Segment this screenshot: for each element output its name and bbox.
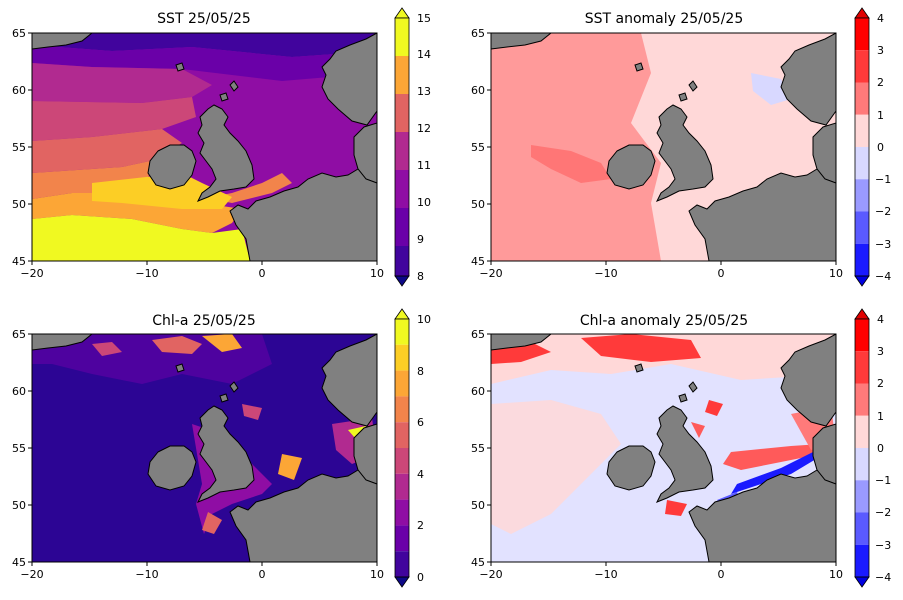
colorbar: 8 9 10 11 12 13 14 15 — [394, 7, 431, 287]
panel-title: Chl-a anomaly 25/05/25 — [580, 313, 748, 329]
panel-title: SST 25/05/25 — [157, 11, 251, 27]
colorbar-label: 8 — [417, 270, 424, 283]
x-axis: −20 −10 0 10 — [20, 261, 384, 280]
panel-chla-anomaly: Chl-a anomaly 25/05/25 −20 −10 — [471, 308, 891, 588]
y-tick-label: 65 — [471, 328, 485, 341]
x-tick-label: −10 — [594, 267, 617, 280]
y-tick-label: 55 — [471, 442, 485, 455]
x-tick-label: 0 — [259, 267, 266, 280]
x-tick-label: 10 — [370, 267, 384, 280]
panel-sst-anomaly: SST anomaly 25/05/25 −20 −10 0 10 45 50 … — [471, 7, 891, 287]
colorbar-label: 12 — [417, 122, 431, 135]
colorbar-label: 8 — [417, 365, 424, 378]
y-tick-label: 50 — [471, 499, 485, 512]
x-tick-label: −20 — [20, 267, 43, 280]
colorbar-label: 3 — [877, 44, 884, 57]
colorbar-label: 1 — [877, 410, 884, 423]
colorbar-label: 10 — [417, 313, 431, 326]
y-tick-label: 60 — [471, 84, 485, 97]
y-tick-label: 45 — [471, 255, 485, 268]
y-tick-label: 60 — [12, 385, 26, 398]
colorbar-label: −2 — [875, 506, 891, 519]
colorbar-label: −3 — [875, 539, 891, 552]
x-tick-label: −10 — [135, 267, 158, 280]
colorbar: 0 2 4 6 8 10 — [394, 308, 431, 588]
x-axis: −20 −10 0 10 — [479, 261, 843, 280]
x-axis: −20 −10 0 10 — [479, 562, 843, 581]
y-tick-label: 60 — [471, 385, 485, 398]
map-area: −20 −10 0 10 45 50 55 60 65 — [12, 328, 384, 581]
x-axis: −20 −10 0 10 — [20, 562, 384, 581]
map-area: −20 −10 0 10 45 50 55 60 65 — [471, 27, 843, 280]
x-tick-label: −10 — [594, 568, 617, 581]
colorbar-label: 4 — [417, 468, 424, 481]
y-tick-label: 50 — [12, 198, 26, 211]
x-tick-label: −10 — [135, 568, 158, 581]
y-tick-label: 50 — [471, 198, 485, 211]
y-tick-label: 60 — [12, 84, 26, 97]
colorbar-label: −1 — [875, 173, 891, 186]
x-tick-label: −20 — [20, 568, 43, 581]
y-tick-label: 45 — [12, 556, 26, 569]
map-area: −20 −10 0 10 45 50 55 60 65 — [12, 27, 384, 280]
colorbar-label: 14 — [417, 48, 431, 61]
colorbar-label: 3 — [877, 345, 884, 358]
y-tick-label: 45 — [471, 556, 485, 569]
colorbar-label: 0 — [877, 442, 884, 455]
colorbar: −4 −3 −2 −1 0 1 2 3 4 — [854, 308, 891, 588]
colorbar-label: 2 — [417, 519, 424, 532]
y-axis: 45 50 55 60 65 — [471, 27, 491, 268]
colorbar-label: 11 — [417, 159, 431, 172]
y-tick-label: 45 — [12, 255, 26, 268]
y-tick-label: 55 — [12, 442, 26, 455]
y-axis: 45 50 55 60 65 — [12, 27, 32, 268]
map-area: −20 −10 0 10 45 50 55 60 65 — [471, 328, 843, 581]
y-tick-label: 65 — [12, 328, 26, 341]
colorbar-label: 4 — [877, 12, 884, 25]
colorbar: −4 −3 −2 −1 0 1 2 3 4 — [854, 7, 891, 287]
panel-title: Chl-a 25/05/25 — [152, 313, 256, 329]
colorbar-label: 10 — [417, 196, 431, 209]
colorbar-label: −2 — [875, 205, 891, 218]
x-tick-label: 10 — [829, 267, 843, 280]
y-tick-label: 55 — [471, 141, 485, 154]
colorbar-label: 15 — [417, 12, 431, 25]
colorbar-label: 0 — [877, 141, 884, 154]
colorbar-label: −3 — [875, 238, 891, 251]
colorbar-label: −4 — [875, 270, 891, 283]
panel-title: SST anomaly 25/05/25 — [585, 11, 744, 27]
colorbar-label: 13 — [417, 85, 431, 98]
x-tick-label: −20 — [479, 267, 502, 280]
x-tick-label: 0 — [718, 267, 725, 280]
y-tick-label: 55 — [12, 141, 26, 154]
colorbar-label: 6 — [417, 416, 424, 429]
colorbar-label: −1 — [875, 474, 891, 487]
y-axis: 45 50 55 60 65 — [471, 328, 491, 569]
colorbar-label: 4 — [877, 313, 884, 326]
y-tick-label: 65 — [12, 27, 26, 40]
panel-chla: Chl-a 25/05/25 −20 −10 0 10 — [12, 308, 431, 588]
x-tick-label: 10 — [829, 568, 843, 581]
y-axis: 45 50 55 60 65 — [12, 328, 32, 569]
x-tick-label: −20 — [479, 568, 502, 581]
colorbar-label: −4 — [875, 571, 891, 584]
x-tick-label: 10 — [370, 568, 384, 581]
colorbar-label: 2 — [877, 377, 884, 390]
colorbar-label: 2 — [877, 76, 884, 89]
panel-sst: SST 25/05/25 −20 −10 0 10 — [12, 7, 431, 287]
colorbar-label: 9 — [417, 233, 424, 246]
y-tick-label: 65 — [471, 27, 485, 40]
colorbar-label: 1 — [877, 109, 884, 122]
x-tick-label: 0 — [259, 568, 266, 581]
colorbar-label: 0 — [417, 571, 424, 584]
y-tick-label: 50 — [12, 499, 26, 512]
x-tick-label: 0 — [718, 568, 725, 581]
